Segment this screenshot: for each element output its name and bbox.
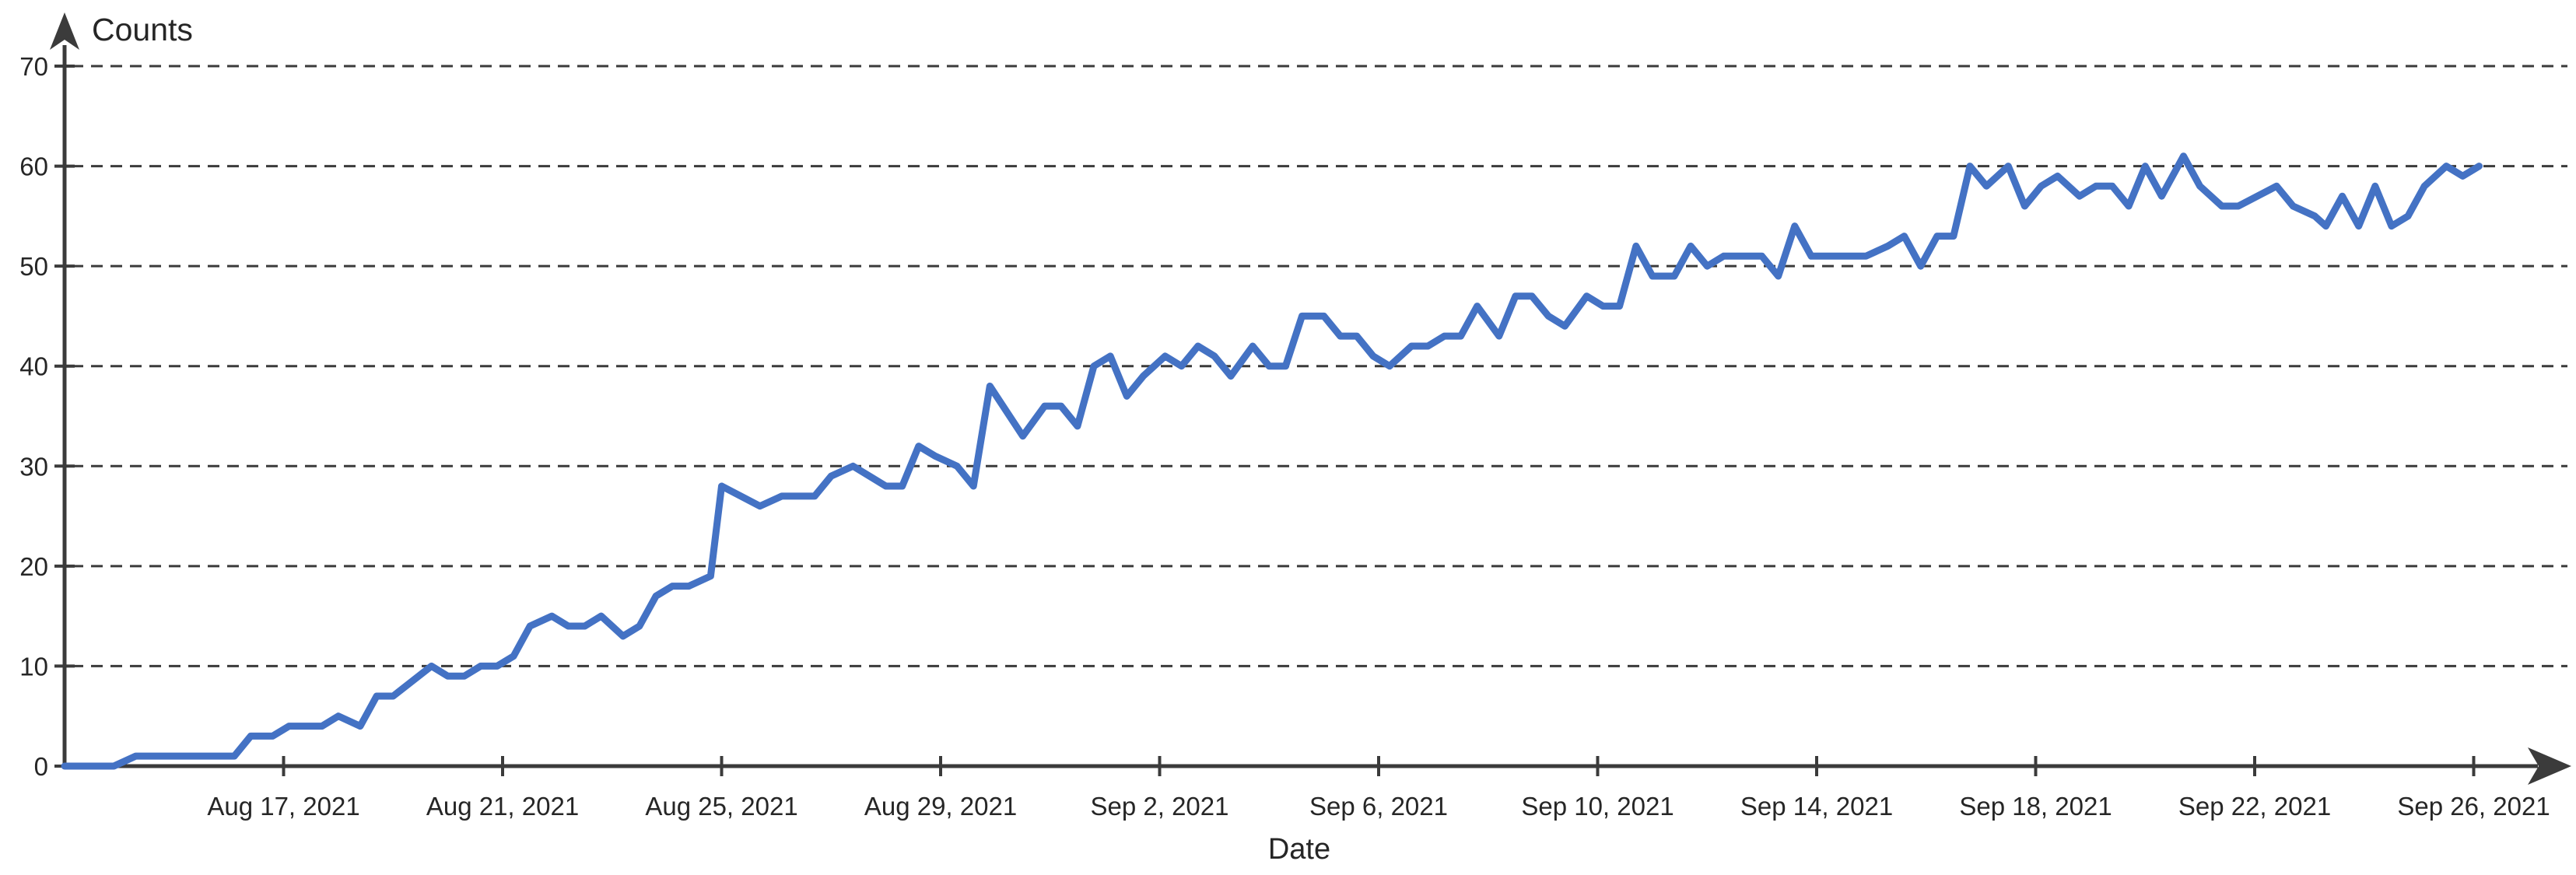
y-axis-tick-labels: 0 10 20 30 40 50 60 70 — [19, 52, 48, 781]
y-axis-title: Counts — [92, 12, 193, 47]
x-tick-label-day-40: Sep 22, 2021 — [2178, 792, 2331, 821]
x-axis-tick-labels: Aug 17, 2021 Aug 21, 2021 Aug 25, 2021 Aug … — [207, 792, 2550, 821]
gridlines — [72, 65, 2567, 667]
x-tick-label-day-12: Aug 25, 2021 — [645, 792, 797, 821]
x-axis-ticks — [282, 756, 2476, 776]
y-tick-label-60: 60 — [19, 152, 48, 181]
x-tick-label-day-4: Aug 17, 2021 — [207, 792, 359, 821]
x-tick-label-day-36: Sep 18, 2021 — [1959, 792, 2112, 821]
x-tick-label-day-28: Sep 10, 2021 — [1521, 792, 1674, 821]
y-tick-label-50: 50 — [19, 252, 48, 281]
counts-line-series — [61, 152, 2483, 770]
x-tick-label-day-20: Sep 2, 2021 — [1091, 792, 1229, 821]
y-tick-label-30: 30 — [19, 452, 48, 481]
x-tick-label-day-16: Aug 29, 2021 — [864, 792, 1017, 821]
x-tick-label-day-8: Aug 21, 2021 — [426, 792, 579, 821]
y-tick-label-10: 10 — [19, 652, 48, 681]
y-tick-label-0: 0 — [34, 752, 48, 781]
y-tick-label-20: 20 — [19, 552, 48, 581]
x-tick-label-day-24: Sep 6, 2021 — [1309, 792, 1448, 821]
y-axis-arrow-icon — [50, 12, 79, 50]
y-tick-label-70: 70 — [19, 52, 48, 81]
x-tick-label-day-32: Sep 14, 2021 — [1740, 792, 1893, 821]
x-axis-title: Date — [1268, 833, 1330, 866]
x-tick-label-day-44: Sep 26, 2021 — [2397, 792, 2550, 821]
y-tick-label-40: 40 — [19, 352, 48, 381]
x-axis-arrow-icon — [2528, 747, 2571, 785]
